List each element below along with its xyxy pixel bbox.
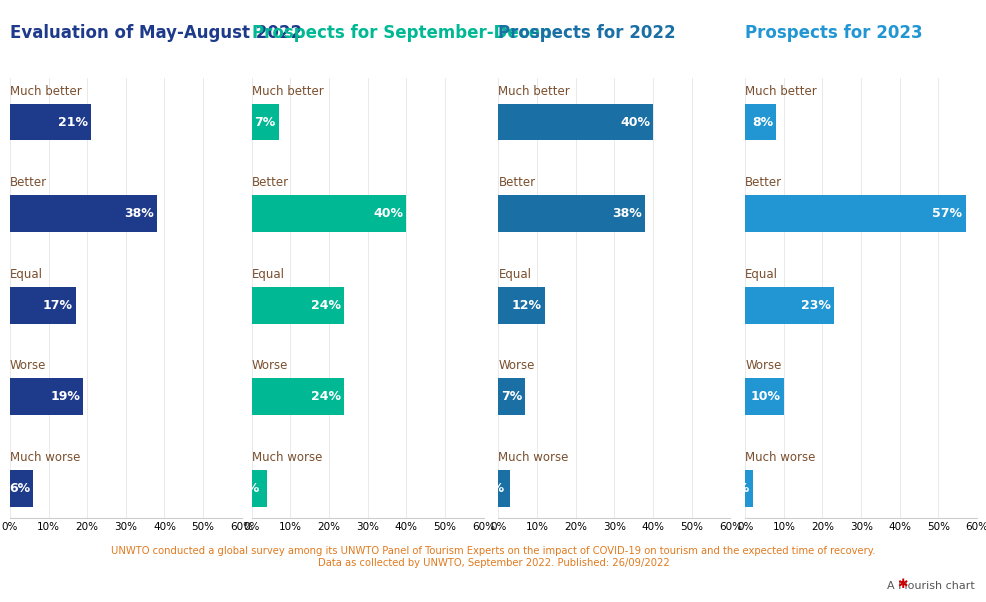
Text: 24%: 24% bbox=[311, 299, 341, 312]
Bar bbox=[10, 287, 76, 323]
Text: Better: Better bbox=[744, 176, 782, 189]
Text: 12%: 12% bbox=[511, 299, 541, 312]
Text: Much better: Much better bbox=[10, 85, 82, 98]
Bar bbox=[744, 379, 783, 415]
Bar bbox=[251, 379, 344, 415]
Text: Better: Better bbox=[498, 176, 535, 189]
Text: 40%: 40% bbox=[373, 207, 403, 220]
Text: Equal: Equal bbox=[10, 268, 42, 281]
Text: 23%: 23% bbox=[801, 299, 830, 312]
Text: 19%: 19% bbox=[50, 390, 80, 403]
Text: Much worse: Much worse bbox=[744, 451, 814, 464]
Bar bbox=[744, 104, 775, 140]
Text: Worse: Worse bbox=[10, 359, 46, 373]
Text: Prospects for 2022: Prospects for 2022 bbox=[498, 24, 675, 42]
Text: 17%: 17% bbox=[42, 299, 72, 312]
Text: 10%: 10% bbox=[750, 390, 780, 403]
Text: 38%: 38% bbox=[612, 207, 642, 220]
Text: 3%: 3% bbox=[482, 482, 504, 495]
Text: 7%: 7% bbox=[254, 116, 275, 128]
Text: 4%: 4% bbox=[238, 482, 259, 495]
Text: 2%: 2% bbox=[727, 482, 748, 495]
Bar bbox=[10, 470, 33, 507]
Text: 8%: 8% bbox=[751, 116, 772, 128]
Bar bbox=[498, 104, 653, 140]
Text: A Flourish chart: A Flourish chart bbox=[886, 581, 974, 591]
Bar bbox=[10, 195, 157, 232]
Bar bbox=[251, 470, 267, 507]
Bar bbox=[251, 195, 406, 232]
Bar bbox=[744, 470, 752, 507]
Bar bbox=[498, 379, 525, 415]
Text: ✱: ✱ bbox=[896, 578, 907, 591]
Bar bbox=[498, 195, 645, 232]
Text: 57%: 57% bbox=[932, 207, 961, 220]
Bar bbox=[498, 470, 510, 507]
Text: UNWTO conducted a global survey among its UNWTO Panel of Tourism Experts on the : UNWTO conducted a global survey among it… bbox=[111, 546, 875, 556]
Text: 7%: 7% bbox=[501, 390, 522, 403]
Text: Much worse: Much worse bbox=[10, 451, 80, 464]
Text: Worse: Worse bbox=[744, 359, 781, 373]
Text: Prospects for 2023: Prospects for 2023 bbox=[744, 24, 922, 42]
Text: Equal: Equal bbox=[744, 268, 777, 281]
Text: Much worse: Much worse bbox=[251, 451, 321, 464]
Bar bbox=[744, 195, 964, 232]
Text: Better: Better bbox=[10, 176, 47, 189]
Text: Worse: Worse bbox=[498, 359, 534, 373]
Text: 6%: 6% bbox=[9, 482, 30, 495]
Bar bbox=[498, 287, 544, 323]
Text: Much better: Much better bbox=[251, 85, 323, 98]
Text: Worse: Worse bbox=[251, 359, 288, 373]
Bar bbox=[10, 379, 83, 415]
Text: 40%: 40% bbox=[619, 116, 650, 128]
Text: Equal: Equal bbox=[498, 268, 530, 281]
Text: 38%: 38% bbox=[124, 207, 154, 220]
Text: Data as collected by UNWTO, September 2022. Published: 26/09/2022: Data as collected by UNWTO, September 20… bbox=[317, 558, 669, 568]
Text: Equal: Equal bbox=[251, 268, 284, 281]
Bar bbox=[744, 287, 833, 323]
Text: Much better: Much better bbox=[744, 85, 816, 98]
Bar bbox=[10, 104, 91, 140]
Text: Evaluation of May-August 2022: Evaluation of May-August 2022 bbox=[10, 24, 302, 42]
Text: Much better: Much better bbox=[498, 85, 570, 98]
Text: Prospects for September-Decen: Prospects for September-Decen bbox=[251, 24, 551, 42]
Text: 21%: 21% bbox=[58, 116, 88, 128]
Text: 24%: 24% bbox=[311, 390, 341, 403]
Text: Better: Better bbox=[251, 176, 289, 189]
Bar bbox=[251, 287, 344, 323]
Bar bbox=[251, 104, 278, 140]
Text: Much worse: Much worse bbox=[498, 451, 568, 464]
